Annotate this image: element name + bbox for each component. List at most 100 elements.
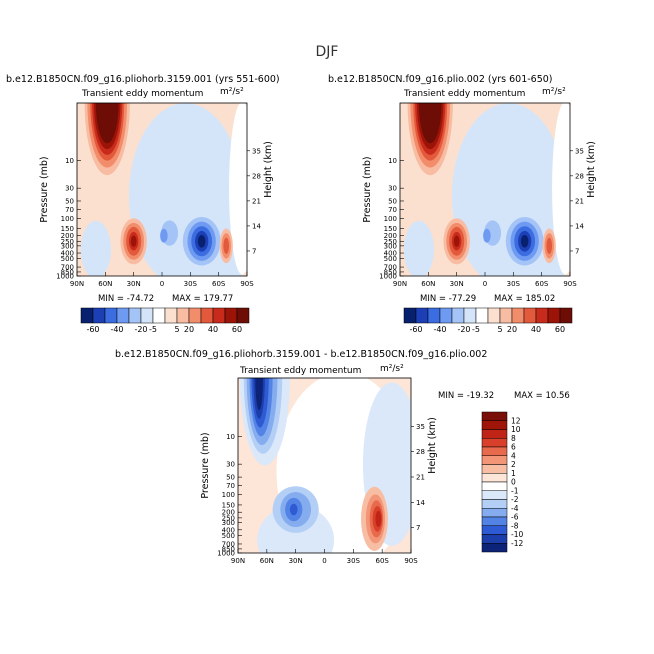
y-tick-label: 100 bbox=[61, 215, 74, 223]
y-tick-label: 200 bbox=[61, 232, 74, 240]
x-tick-label: 60N bbox=[260, 557, 274, 565]
y-tick-label: 30 bbox=[388, 185, 397, 193]
colorbar-swatch bbox=[104, 307, 118, 324]
sh-min-ring-4 bbox=[520, 234, 529, 248]
x-tick-label: 30N bbox=[127, 280, 141, 288]
colorbar-1: -60 -40 -20 -5 5 20 40 60 bbox=[80, 307, 250, 334]
y-tick-label: 700 bbox=[384, 264, 397, 272]
y-tick-label: 400 bbox=[222, 526, 235, 534]
figure-title: DJF bbox=[315, 44, 339, 60]
y-tick-label: 250 bbox=[222, 514, 235, 522]
colorbar-swatch bbox=[559, 307, 573, 324]
y-tick-label: 150 bbox=[384, 225, 397, 233]
panel1-field bbox=[77, 103, 247, 276]
nh-jet-max-ring-4 bbox=[453, 235, 460, 248]
colorbar-label: 40 bbox=[208, 325, 218, 334]
y-tick-label: 500 bbox=[61, 255, 74, 263]
colorbar-label: 20 bbox=[507, 325, 517, 334]
colorbar-label: -60 bbox=[86, 325, 99, 334]
colorbar-label: 5 bbox=[174, 325, 179, 334]
colorbar-label: -40 bbox=[433, 325, 446, 334]
colorbar-label: -5 bbox=[472, 325, 480, 334]
y-tick-label: 1000 bbox=[56, 273, 74, 281]
y-tick-label: 70 bbox=[226, 482, 235, 490]
panel3-units: m²/s² bbox=[380, 364, 404, 374]
y2-tick-label: 14 bbox=[252, 222, 261, 230]
colorbar-swatch bbox=[499, 307, 513, 324]
y-tick-label: 850 bbox=[61, 268, 74, 276]
colorbar-swatch bbox=[481, 525, 508, 535]
sh-highlat-max-ring-2 bbox=[546, 237, 553, 254]
colorbar-label: 0 bbox=[511, 478, 516, 487]
panel2-max: MAX = 185.02 bbox=[494, 294, 556, 304]
colorbar-swatch bbox=[152, 307, 166, 324]
y-tick-label: 700 bbox=[222, 540, 235, 548]
x-tick-label: 60N bbox=[421, 280, 435, 288]
panel2-axes: 1030507010015020025030040050070085010009… bbox=[362, 141, 597, 288]
colorbar-label: -12 bbox=[511, 539, 523, 548]
panel1-axes: 1030507010015020025030040050070085010009… bbox=[39, 141, 274, 288]
colorbar-swatch bbox=[481, 516, 508, 526]
y-tick-label: 250 bbox=[384, 238, 397, 246]
x-tick-label: 90S bbox=[240, 280, 254, 288]
y-tick-label: 300 bbox=[61, 242, 74, 250]
x-tick-label: 60N bbox=[98, 280, 112, 288]
x-tick-label: 90S bbox=[404, 557, 418, 565]
colorbar-label: 20 bbox=[184, 325, 194, 334]
y-tick-label: 200 bbox=[222, 509, 235, 517]
y2-tick-label: 21 bbox=[575, 197, 584, 205]
nh-strat-max-ring-5 bbox=[95, 103, 119, 144]
colorbar-swatch bbox=[140, 307, 154, 324]
colorbar-label: 60 bbox=[232, 325, 242, 334]
colorbar-label: -2 bbox=[511, 495, 519, 504]
y-tick-label: 1000 bbox=[217, 550, 235, 558]
colorbar-swatch bbox=[80, 307, 94, 324]
panel2-units: m²/s² bbox=[542, 87, 566, 97]
panel1-title: b.e12.B1850CN.f09_g16.pliohorb.3159.001 … bbox=[6, 74, 280, 85]
colorbar-label: 10 bbox=[511, 425, 521, 434]
x-tick-label: 30N bbox=[450, 280, 464, 288]
panel3-title: b.e12.B1850CN.f09_g16.pliohorb.3159.001 … bbox=[115, 349, 488, 360]
colorbar-swatch bbox=[535, 307, 549, 324]
panel3-subtitle: Transient eddy momentum bbox=[240, 366, 362, 376]
sh-pole-white bbox=[552, 103, 570, 275]
panel2-plot bbox=[399, 102, 571, 277]
x-tick-label: 0 bbox=[483, 280, 487, 288]
colorbar-swatch bbox=[451, 307, 465, 324]
y-tick-label: 150 bbox=[61, 225, 74, 233]
x-tick-label: 0 bbox=[322, 557, 326, 565]
colorbar-label: -20 bbox=[457, 325, 470, 334]
y-tick-label: 50 bbox=[65, 197, 74, 205]
y-tick-label: 250 bbox=[61, 238, 74, 246]
colorbar-swatch bbox=[547, 307, 561, 324]
colorbar-label: -10 bbox=[511, 530, 523, 539]
x-tick-label: 90N bbox=[231, 557, 245, 565]
x-tick-label: 30S bbox=[347, 557, 361, 565]
y-tick-label: 100 bbox=[222, 491, 235, 499]
colorbar-swatch bbox=[475, 307, 489, 324]
y2-tick-label: 14 bbox=[575, 222, 584, 230]
colorbar-swatch bbox=[487, 307, 501, 324]
colorbar-swatch bbox=[403, 307, 417, 324]
y2-tick-label: 35 bbox=[416, 423, 425, 431]
y2-tick-label: 7 bbox=[252, 247, 256, 255]
y-tick-label: 150 bbox=[222, 501, 235, 509]
colorbar-label: 8 bbox=[511, 434, 516, 443]
y-axis-label: Pressure (mb) bbox=[39, 156, 50, 222]
y-tick-label: 30 bbox=[65, 185, 74, 193]
colorbar-label: -20 bbox=[134, 325, 147, 334]
nh-jet-max-ring-4 bbox=[130, 235, 137, 248]
colorbar-swatch bbox=[128, 307, 142, 324]
colorbar-swatch bbox=[236, 307, 250, 324]
colorbar-swatch bbox=[481, 446, 508, 456]
colorbar-swatch bbox=[481, 490, 508, 500]
y-tick-label: 10 bbox=[226, 433, 235, 441]
panel3-min: MIN = -19.32 bbox=[438, 391, 495, 401]
panel2-title: b.e12.B1850CN.f09_g16.plio.002 (yrs 601-… bbox=[328, 74, 553, 85]
x-tick-label: 60S bbox=[535, 280, 549, 288]
colorbar-label: 1 bbox=[511, 469, 516, 478]
colorbar-swatch bbox=[164, 307, 178, 324]
y-tick-label: 300 bbox=[222, 519, 235, 527]
y2-tick-label: 28 bbox=[252, 172, 261, 180]
